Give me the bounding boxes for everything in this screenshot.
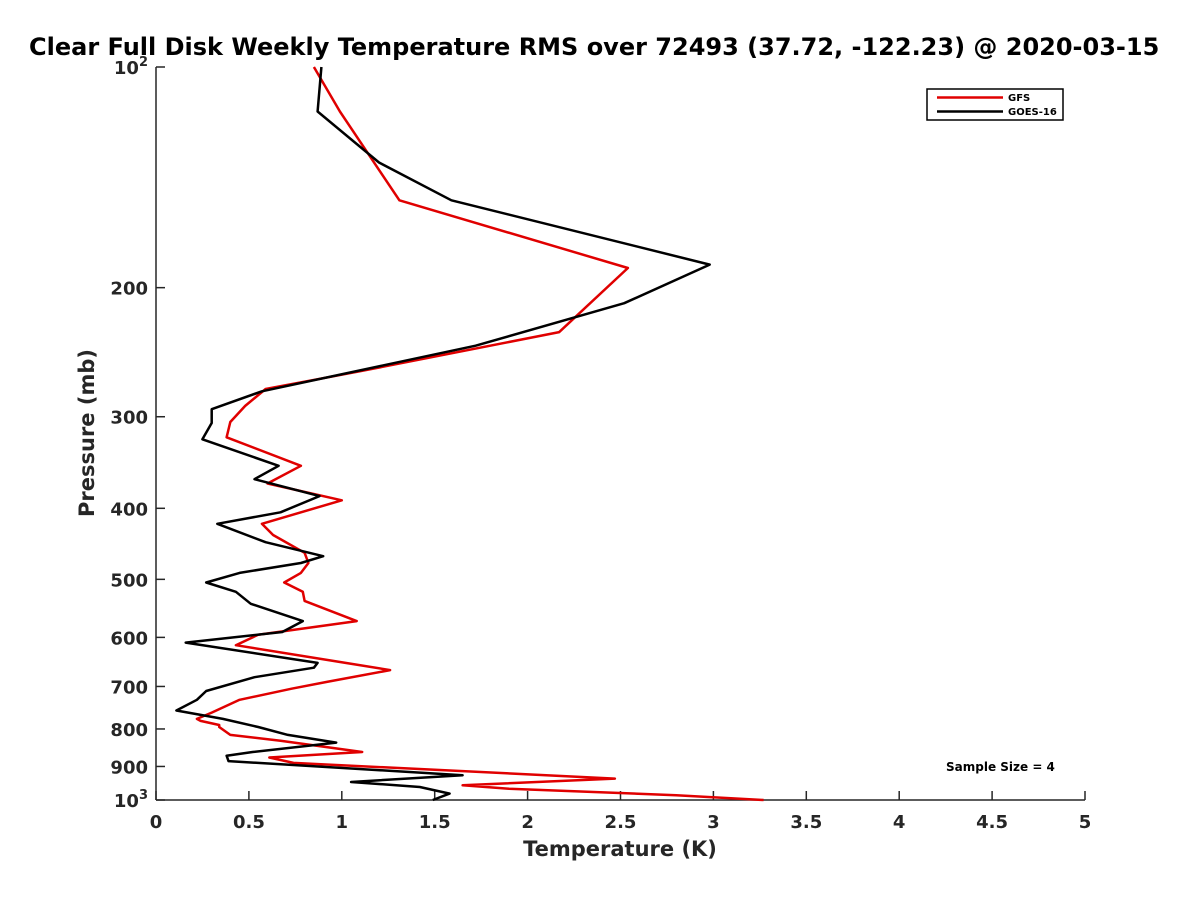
x-axis-ticks: 0 0.5 1 1.5 2 2.5 3 3.5 4 4.5 5 xyxy=(150,791,1092,833)
legend-label-goes-16: GOES-16 xyxy=(1008,107,1057,118)
axes xyxy=(155,67,1085,801)
legend-label-gfs: GFS xyxy=(1008,93,1030,104)
y-axis-label: Pressure (mb) xyxy=(75,349,99,517)
x-axis-label: Temperature (K) xyxy=(523,837,717,861)
y-tick-label: 700 xyxy=(110,677,148,698)
series-lines xyxy=(175,66,764,802)
legend-box xyxy=(926,88,1064,121)
y-tick-label: 500 xyxy=(110,570,148,591)
y-tick-label: 600 xyxy=(110,628,148,649)
y-tick-label: 400 xyxy=(110,499,148,520)
chart-title: Clear Full Disk Weekly Temperature RMS o… xyxy=(29,33,1159,61)
series-line-goes-16 xyxy=(175,66,711,802)
series-line-gfs xyxy=(195,66,764,802)
x-tick-label: 0 xyxy=(150,812,163,833)
legend: GFS GOES-16 xyxy=(926,88,1064,121)
y-tick-label: 200 xyxy=(110,279,148,300)
x-tick-label: 2.5 xyxy=(605,812,637,833)
x-tick-label: 4.5 xyxy=(976,812,1008,833)
sample-size-annotation: Sample Size = 4 xyxy=(946,760,1055,774)
y-tick-label: 103 xyxy=(114,788,148,812)
y-tick-label: 900 xyxy=(110,757,148,778)
x-tick-label: 4 xyxy=(893,812,906,833)
y-tick-label: 102 xyxy=(114,55,148,79)
x-tick-label: 3.5 xyxy=(790,812,822,833)
y-axis-ticks: 102 200 300 400 500 600 700 800 900 103 xyxy=(110,55,165,812)
x-tick-label: 2 xyxy=(521,812,534,833)
x-tick-label: 5 xyxy=(1079,812,1092,833)
x-tick-label: 0.5 xyxy=(233,812,265,833)
x-tick-label: 3 xyxy=(707,812,720,833)
x-tick-label: 1.5 xyxy=(419,812,451,833)
x-tick-label: 1 xyxy=(336,812,349,833)
y-tick-label: 300 xyxy=(110,408,148,429)
y-tick-label: 800 xyxy=(110,720,148,741)
